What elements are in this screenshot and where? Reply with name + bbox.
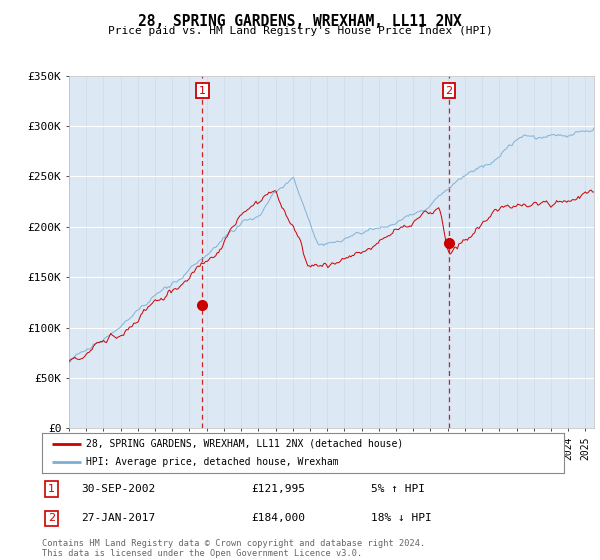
Text: 2: 2 (48, 514, 55, 524)
Text: 28, SPRING GARDENS, WREXHAM, LL11 2NX: 28, SPRING GARDENS, WREXHAM, LL11 2NX (138, 14, 462, 29)
Text: 30-SEP-2002: 30-SEP-2002 (81, 484, 155, 494)
Text: HPI: Average price, detached house, Wrexham: HPI: Average price, detached house, Wrex… (86, 458, 339, 467)
Text: 27-JAN-2017: 27-JAN-2017 (81, 514, 155, 524)
Text: £184,000: £184,000 (251, 514, 305, 524)
Text: 5% ↑ HPI: 5% ↑ HPI (371, 484, 425, 494)
Text: £121,995: £121,995 (251, 484, 305, 494)
Text: Contains HM Land Registry data © Crown copyright and database right 2024.
This d: Contains HM Land Registry data © Crown c… (42, 539, 425, 558)
Text: 18% ↓ HPI: 18% ↓ HPI (371, 514, 431, 524)
Text: 2: 2 (446, 86, 452, 96)
Text: 1: 1 (199, 86, 206, 96)
Text: 1: 1 (48, 484, 55, 494)
Text: Price paid vs. HM Land Registry's House Price Index (HPI): Price paid vs. HM Land Registry's House … (107, 26, 493, 36)
Text: 28, SPRING GARDENS, WREXHAM, LL11 2NX (detached house): 28, SPRING GARDENS, WREXHAM, LL11 2NX (d… (86, 439, 404, 449)
